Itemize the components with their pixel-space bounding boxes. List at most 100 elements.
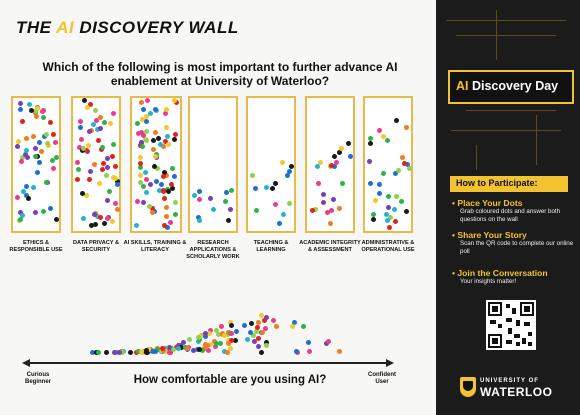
sticker-dot bbox=[24, 193, 30, 199]
sticker-dot bbox=[139, 144, 145, 150]
sticker-dot bbox=[367, 159, 373, 165]
sticker-dot bbox=[15, 194, 21, 200]
sticker-dot bbox=[39, 109, 45, 115]
sticker-dot bbox=[139, 99, 145, 105]
sticker-dot bbox=[24, 154, 30, 160]
sticker-dot bbox=[346, 140, 352, 146]
sticker-dot bbox=[252, 186, 258, 192]
sticker-dot bbox=[325, 338, 331, 344]
sticker-dot bbox=[114, 206, 120, 212]
sticker-dot bbox=[90, 349, 96, 355]
sticker-dot bbox=[404, 208, 410, 214]
step-heading: • Join the Conversation bbox=[452, 268, 548, 278]
sticker-dot bbox=[247, 330, 253, 336]
sticker-dot bbox=[135, 348, 141, 354]
sticker-dot bbox=[152, 208, 158, 214]
sticker-dot bbox=[18, 106, 24, 112]
sticker-dot bbox=[173, 131, 179, 137]
sticker-dot bbox=[371, 211, 377, 217]
sticker-dot bbox=[87, 129, 93, 135]
sticker-dot bbox=[141, 107, 147, 113]
sticker-dot bbox=[392, 206, 398, 212]
event-title-box: AI Discovery Day bbox=[448, 70, 574, 104]
sticker-dot bbox=[367, 141, 373, 147]
sticker-dot bbox=[403, 124, 409, 130]
sticker-dot bbox=[372, 197, 378, 203]
sticker-dot bbox=[156, 135, 162, 141]
sticker-dot bbox=[80, 146, 86, 152]
sticker-dot bbox=[386, 205, 392, 211]
sticker-dot bbox=[377, 182, 383, 188]
sticker-dot bbox=[134, 121, 140, 127]
sticker-dot bbox=[27, 101, 33, 107]
sticker-dot bbox=[307, 349, 313, 355]
category-panel bbox=[11, 96, 61, 233]
qr-code-icon[interactable] bbox=[486, 300, 536, 350]
sticker-dot bbox=[184, 345, 190, 351]
sticker-dot bbox=[233, 337, 239, 343]
discovery-wall: THE AI DISCOVERY WALL Which of the follo… bbox=[9, 18, 415, 386]
sticker-dot bbox=[386, 194, 392, 200]
sticker-dot bbox=[162, 138, 168, 144]
sticker-dot bbox=[116, 349, 122, 355]
sticker-dot bbox=[104, 165, 110, 171]
step-heading: • Share Your Story bbox=[452, 230, 527, 240]
sticker-dot bbox=[263, 342, 269, 348]
sticker-dot bbox=[140, 199, 146, 205]
sticker-dot bbox=[199, 347, 205, 353]
sticker-dot bbox=[53, 216, 59, 222]
step-body: Scan the QR code to complete our online … bbox=[460, 240, 574, 255]
sticker-dot bbox=[202, 334, 208, 340]
sticker-dot bbox=[113, 175, 119, 181]
sticker-dot bbox=[93, 221, 99, 227]
sticker-dot bbox=[93, 349, 99, 355]
sticker-dot bbox=[168, 345, 174, 351]
sticker-dot bbox=[167, 220, 173, 226]
sticker-dot bbox=[280, 212, 286, 218]
sticker-dot bbox=[101, 160, 107, 166]
sticker-dot bbox=[394, 194, 400, 200]
sticker-dot bbox=[127, 349, 133, 355]
sticker-dot bbox=[143, 119, 149, 125]
sticker-dot bbox=[320, 199, 326, 205]
sticker-dot bbox=[273, 181, 279, 187]
sticker-dot bbox=[314, 164, 320, 170]
sticker-dot bbox=[75, 160, 80, 166]
sticker-dot bbox=[162, 223, 168, 229]
step-body: Grab coloured dots and answer both quest… bbox=[460, 208, 561, 223]
sticker-dot bbox=[18, 100, 24, 106]
sticker-dot bbox=[252, 338, 258, 344]
sticker-dot bbox=[331, 154, 337, 160]
sticker-dot bbox=[143, 128, 149, 134]
sticker-dot bbox=[228, 320, 234, 326]
sticker-dot bbox=[396, 167, 402, 173]
sticker-dot bbox=[262, 317, 268, 323]
sticker-dot bbox=[171, 174, 177, 180]
sticker-dot bbox=[90, 121, 96, 127]
sticker-dot bbox=[195, 214, 201, 220]
sticker-dot bbox=[24, 184, 30, 189]
sticker-dot bbox=[134, 198, 140, 204]
sticker-dot bbox=[84, 104, 90, 110]
sticker-dot bbox=[175, 345, 181, 351]
sticker-dot bbox=[253, 328, 259, 334]
sticker-dot bbox=[250, 173, 256, 179]
sticker-dot bbox=[110, 219, 116, 225]
sticker-dot bbox=[273, 201, 279, 207]
category-panel bbox=[188, 96, 238, 233]
category-label: ACADEMIC INTEGRITY & ASSESSMENT bbox=[299, 240, 361, 253]
sticker-dot bbox=[149, 205, 155, 211]
sticker-dot bbox=[197, 347, 203, 353]
step-heading: • Place Your Dots bbox=[452, 198, 523, 208]
category-panel bbox=[71, 96, 121, 233]
sticker-dot bbox=[29, 107, 35, 113]
sticker-dot bbox=[291, 319, 297, 325]
sticker-dot bbox=[208, 342, 214, 348]
sticker-dot bbox=[242, 323, 248, 329]
sticker-dot bbox=[197, 218, 203, 224]
sticker-dot bbox=[170, 186, 176, 192]
sticker-dot bbox=[111, 111, 116, 117]
sticker-dot bbox=[258, 313, 264, 319]
sticker-dot bbox=[228, 337, 234, 343]
step-place-dots: • Place Your Dots Grab coloured dots and… bbox=[452, 198, 576, 223]
